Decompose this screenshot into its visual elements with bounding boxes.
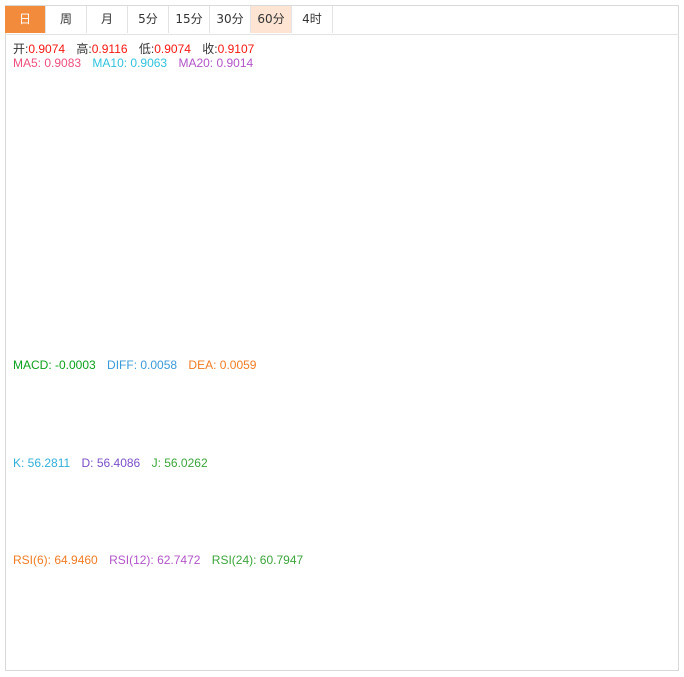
k-value: K: 56.2811 xyxy=(13,456,71,470)
rsi6-value: RSI(6): 64.9460 xyxy=(13,553,98,567)
ma10-value: MA10: 0.9063 xyxy=(92,56,168,70)
d-value: D: 56.4086 xyxy=(81,456,141,470)
rsi12-value: RSI(12): 62.7472 xyxy=(109,553,201,567)
tab-0[interactable]: 日 xyxy=(5,6,46,33)
diff-value: DIFF: 0.0058 xyxy=(107,358,178,372)
rsi-legend: RSI(6): 64.9460 RSI(12): 62.7472 RSI(24)… xyxy=(13,553,311,567)
rsi24-value: RSI(24): 60.7947 xyxy=(211,553,304,567)
macd-value: MACD: -0.0003 xyxy=(13,358,96,372)
tab-7[interactable]: 4时 xyxy=(292,6,333,33)
kdj-legend: K: 56.2811 D: 56.4086 J: 56.0262 xyxy=(13,456,216,470)
dea-value: DEA: 0.0059 xyxy=(188,358,257,372)
close-value: 0.9107 xyxy=(217,42,255,56)
open-value: 0.9074 xyxy=(28,42,66,56)
tab-2[interactable]: 月 xyxy=(87,6,128,33)
tab-6[interactable]: 60分 xyxy=(251,6,292,33)
ohlc-legend: 开:0.9074 高:0.9116 低:0.9074 收:0.9107 xyxy=(13,40,262,57)
period-tabs: 日周月 5分 15分 30分 60分 4时 xyxy=(5,6,679,35)
ma5-value: MA5: 0.9083 xyxy=(13,56,82,70)
tab-3[interactable]: 5分 xyxy=(128,6,169,33)
open-label: 开: xyxy=(13,42,29,56)
high-value: 0.9116 xyxy=(91,42,128,56)
tab-1[interactable]: 周 xyxy=(46,6,87,33)
tab-4[interactable]: 15分 xyxy=(169,6,210,33)
macd-legend: MACD: -0.0003 DIFF: 0.0058 DEA: 0.0059 xyxy=(13,358,264,372)
chart-frame xyxy=(5,5,679,671)
high-label: 高: xyxy=(76,42,92,56)
close-label: 收: xyxy=(202,42,218,56)
low-label: 低: xyxy=(138,42,155,56)
j-value: J: 56.0262 xyxy=(151,456,208,470)
tab-5[interactable]: 30分 xyxy=(210,6,251,33)
low-value: 0.9074 xyxy=(154,42,191,56)
ma20-value: MA20: 0.9014 xyxy=(178,56,254,70)
ma-legend: MA5: 0.9083 MA10: 0.9063 MA20: 0.9014 xyxy=(13,56,261,70)
